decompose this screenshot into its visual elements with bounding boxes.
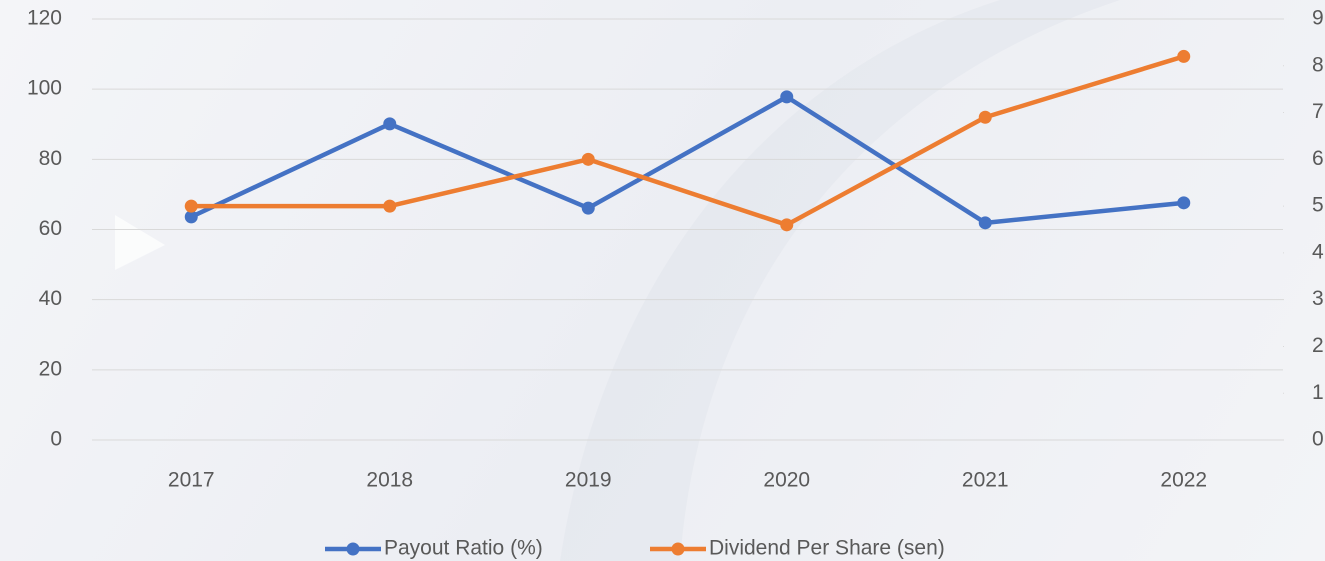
y2-tick-label: 6	[1312, 147, 1324, 170]
series-marker	[978, 110, 992, 124]
x-tick-label: 2017	[168, 469, 215, 492]
series-marker	[184, 199, 198, 213]
y-tick-label: 40	[39, 287, 62, 310]
x-tick-label: 2020	[763, 469, 810, 492]
y2-tick-label: 4	[1312, 240, 1324, 263]
series-marker	[581, 201, 595, 215]
y2-tick-label: 9	[1312, 7, 1324, 30]
series-marker	[780, 218, 794, 232]
series-marker	[1177, 196, 1191, 210]
y2-tick-label: 3	[1312, 287, 1324, 310]
x-tick-label: 2018	[366, 469, 413, 492]
series-marker	[184, 210, 198, 224]
y-tick-label: 0	[50, 428, 62, 451]
y-tick-label: 120	[27, 7, 62, 30]
series-marker	[780, 90, 794, 104]
legend-label: Dividend Per Share (sen)	[709, 537, 945, 560]
legend-marker	[671, 542, 685, 556]
legend-label: Payout Ratio (%)	[384, 537, 543, 560]
series-line	[190, 94, 1184, 226]
series-line	[191, 54, 1185, 228]
background-decoration	[115, 215, 165, 270]
y2-tick-label: 1	[1312, 381, 1324, 404]
y2-tick-label: 8	[1312, 53, 1324, 76]
y-tick-label: 100	[27, 77, 62, 100]
y2-tick-label: 7	[1312, 100, 1324, 123]
series-marker	[1177, 49, 1191, 63]
y-tick-label: 20	[39, 357, 62, 380]
series-marker	[978, 216, 992, 230]
y-tick-label: 80	[39, 147, 62, 170]
x-tick-label: 2021	[962, 469, 1009, 492]
legend-marker	[346, 542, 360, 556]
background-decoration	[560, 0, 1120, 561]
y-tick-label: 60	[39, 217, 62, 240]
y2-tick-label: 2	[1312, 334, 1324, 357]
x-tick-label: 2019	[565, 469, 612, 492]
series-marker	[383, 199, 397, 213]
series-marker	[581, 152, 595, 166]
x-tick-label: 2022	[1160, 469, 1207, 492]
series-marker	[383, 117, 397, 131]
y2-tick-label: 0	[1312, 428, 1324, 451]
y2-tick-label: 5	[1312, 194, 1324, 217]
